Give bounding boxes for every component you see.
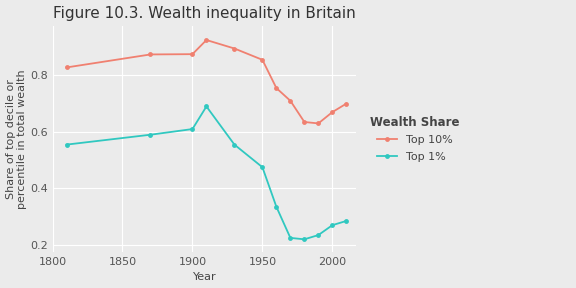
- Top 1%: [147, 133, 154, 137]
- Top 10%: [301, 120, 308, 124]
- Top 1%: [231, 143, 238, 146]
- Top 1%: [301, 238, 308, 241]
- Top 10%: [231, 47, 238, 50]
- Top 1%: [189, 127, 196, 131]
- Title: Figure 10.3. Wealth inequality in Britain: Figure 10.3. Wealth inequality in Britai…: [53, 5, 356, 20]
- Top 1%: [287, 236, 294, 240]
- Top 10%: [315, 122, 322, 125]
- Top 10%: [329, 110, 336, 114]
- Top 10%: [203, 38, 210, 42]
- Top 10%: [273, 86, 280, 90]
- Top 10%: [287, 99, 294, 103]
- Top 1%: [273, 205, 280, 209]
- Top 1%: [315, 233, 322, 237]
- Top 1%: [329, 223, 336, 227]
- Top 1%: [259, 166, 266, 169]
- Line: Top 1%: Top 1%: [64, 104, 349, 242]
- Top 1%: [203, 105, 210, 108]
- Top 1%: [343, 219, 350, 223]
- Top 1%: [63, 143, 70, 146]
- Y-axis label: Share of top decile or
percentile in total wealth: Share of top decile or percentile in tot…: [6, 69, 27, 209]
- Top 10%: [147, 53, 154, 56]
- Legend: Top 10%, Top 1%: Top 10%, Top 1%: [365, 110, 465, 168]
- Top 10%: [189, 52, 196, 56]
- X-axis label: Year: Year: [192, 272, 216, 283]
- Line: Top 10%: Top 10%: [64, 38, 349, 126]
- Top 10%: [343, 102, 350, 105]
- Top 10%: [63, 66, 70, 69]
- Top 10%: [259, 58, 266, 62]
